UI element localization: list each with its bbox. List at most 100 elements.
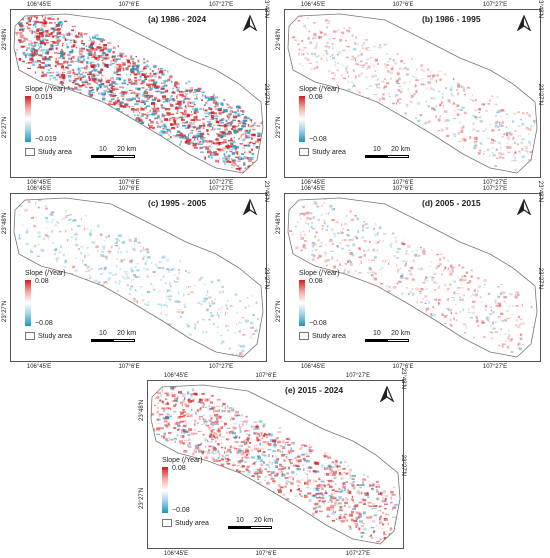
slope-pixel bbox=[37, 206, 40, 209]
slope-pixel bbox=[71, 29, 74, 32]
slope-pixel bbox=[26, 228, 28, 232]
slope-pixel bbox=[149, 74, 153, 78]
slope-pixel bbox=[331, 219, 335, 222]
slope-pixel bbox=[122, 86, 125, 89]
slope-pixel bbox=[457, 131, 460, 135]
slope-pixel bbox=[74, 82, 79, 85]
slope-pixel bbox=[487, 319, 490, 322]
slope-pixel bbox=[184, 136, 189, 140]
slope-pixel bbox=[381, 260, 385, 263]
slope-pixel bbox=[129, 73, 132, 76]
slope-pixel bbox=[367, 46, 370, 49]
slope-pixel bbox=[146, 268, 149, 271]
slope-pixel bbox=[343, 27, 346, 29]
slope-pixel bbox=[128, 293, 131, 295]
slope-pixel bbox=[438, 103, 442, 106]
slope-pixel bbox=[340, 74, 343, 77]
slope-pixel bbox=[56, 36, 60, 39]
slope-pixel bbox=[174, 397, 178, 401]
slope-pixel bbox=[354, 59, 356, 61]
slope-pixel bbox=[61, 42, 64, 45]
slope-pixel bbox=[53, 249, 57, 252]
slope-pixel bbox=[45, 50, 50, 53]
slope-pixel bbox=[214, 410, 219, 412]
slope-pixel bbox=[311, 253, 315, 257]
slope-pixel bbox=[532, 153, 535, 156]
study-area-boundary bbox=[13, 197, 264, 358]
slope-pixel bbox=[241, 125, 246, 127]
slope-pixel bbox=[123, 105, 127, 109]
slope-pixel bbox=[307, 479, 312, 483]
slope-pixel bbox=[23, 11, 25, 12]
slope-pixel bbox=[417, 254, 420, 257]
slope-pixel bbox=[44, 75, 46, 77]
slope-pixel bbox=[34, 43, 37, 46]
slope-pixel bbox=[226, 463, 231, 465]
slope-pixel bbox=[147, 114, 153, 116]
slope-pixel bbox=[128, 98, 133, 100]
slope-pixel bbox=[225, 119, 228, 122]
slope-pixel bbox=[75, 237, 77, 241]
slope-pixel bbox=[161, 266, 165, 270]
slope-pixel bbox=[164, 392, 169, 395]
slope-pixel bbox=[231, 145, 233, 147]
slope-pixel bbox=[87, 49, 92, 52]
slope-pixel bbox=[179, 420, 182, 423]
slope-pixel bbox=[149, 94, 154, 98]
slope-pixel bbox=[219, 110, 221, 112]
slope-pixel bbox=[40, 249, 45, 252]
slope-pixel bbox=[517, 125, 521, 127]
slope-pixel bbox=[185, 270, 187, 272]
slope-pixel bbox=[370, 534, 372, 537]
slope-pixel bbox=[483, 103, 486, 106]
slope-pixel bbox=[227, 410, 231, 413]
slope-pixel bbox=[190, 400, 194, 402]
slope-pixel bbox=[448, 121, 450, 123]
slope-pixel bbox=[182, 442, 186, 445]
slope-pixel bbox=[317, 491, 322, 494]
slope-pixel bbox=[527, 151, 529, 155]
slope-pixel bbox=[456, 293, 460, 294]
slope-pixel bbox=[207, 149, 211, 151]
slope-pixel bbox=[322, 225, 324, 228]
slope-pixel bbox=[358, 527, 361, 531]
slope-pixel bbox=[347, 88, 351, 91]
slope-pixel bbox=[68, 57, 71, 60]
slope-pixel bbox=[507, 336, 510, 340]
slope-pixel bbox=[309, 444, 311, 447]
slope-pixel bbox=[521, 304, 523, 307]
slope-pixel bbox=[342, 231, 344, 234]
slope-pixel bbox=[339, 506, 343, 508]
slope-pixel bbox=[273, 442, 276, 445]
slope-pixel bbox=[266, 334, 267, 336]
slope-pixel bbox=[85, 228, 89, 230]
slope-pixel bbox=[19, 205, 23, 207]
slope-pixel bbox=[173, 404, 176, 407]
slope-pixel bbox=[57, 221, 60, 224]
study-area-boundary bbox=[287, 197, 538, 358]
slope-pixel bbox=[210, 115, 214, 119]
slope-pixel bbox=[296, 468, 301, 471]
slope-pixel bbox=[252, 333, 255, 336]
slope-pixel bbox=[190, 393, 195, 396]
slope-pixel bbox=[462, 137, 465, 140]
slope-pixel bbox=[47, 17, 51, 20]
slope-pixel bbox=[224, 158, 228, 160]
slope-pixel bbox=[93, 70, 96, 72]
slope-pixel bbox=[84, 214, 88, 217]
slope-pixel bbox=[391, 232, 395, 235]
slope-pixel bbox=[71, 228, 73, 231]
slope-pixel bbox=[91, 78, 96, 80]
slope-pixel bbox=[378, 523, 381, 525]
slope-pixel bbox=[377, 510, 379, 512]
slope-pixel bbox=[174, 422, 178, 426]
slope-pixel bbox=[231, 353, 234, 356]
slope-pixel bbox=[449, 318, 452, 322]
slope-pixel bbox=[360, 72, 363, 76]
slope-pixel bbox=[500, 115, 502, 118]
slope-pixel bbox=[230, 138, 232, 141]
slope-pixel bbox=[164, 90, 169, 92]
slope-pixel bbox=[528, 128, 532, 131]
slope-pixel bbox=[517, 150, 521, 153]
slope-pixel bbox=[247, 470, 251, 474]
